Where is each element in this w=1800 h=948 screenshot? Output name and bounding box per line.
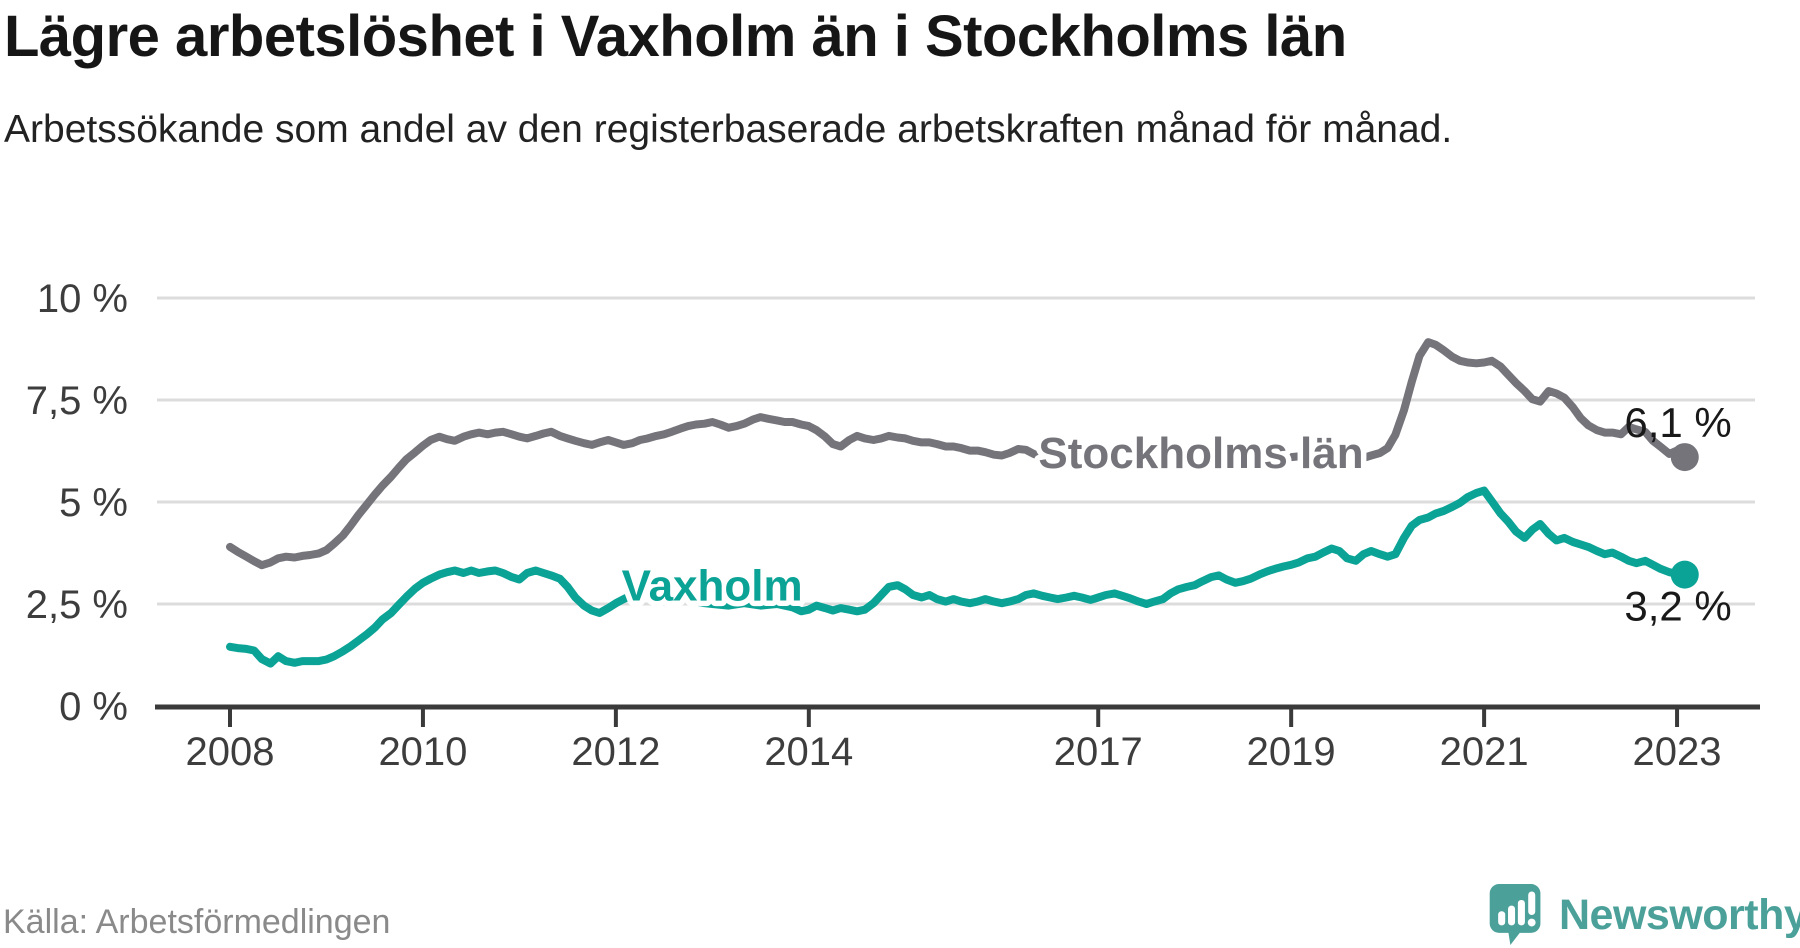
newsworthy-logo-icon	[1489, 884, 1541, 946]
series-label-vaxholm: Vaxholm	[622, 562, 803, 611]
x-tick-label: 2014	[764, 730, 853, 774]
series-line-vaxholm	[226, 486, 1689, 668]
page-title: Lägre arbetslöshet i Vaxholm än i Stockh…	[4, 4, 1347, 69]
y-tick-label: 2,5 %	[26, 583, 128, 627]
x-tick-label: 2017	[1054, 730, 1143, 774]
x-tick-label: 2010	[378, 730, 467, 774]
line-chart: 10 % 7,5 % 5 % 2,5 % 0 % 2008 2010 2012 2014 2017…	[26, 277, 1760, 774]
end-label-stockholm: 6,1 %	[1624, 399, 1731, 446]
end-dot-vaxholm	[1670, 560, 1699, 589]
y-tick-label: 5 %	[59, 481, 128, 525]
y-tick-label: 0 %	[59, 685, 128, 729]
newsworthy-logo-text: Newsworthy	[1559, 890, 1800, 939]
x-tick-label: 2023	[1633, 730, 1722, 774]
series-label-stockholm: Stockholms län	[1038, 429, 1363, 478]
end-label-vaxholm: 3,2 %	[1624, 583, 1731, 630]
x-axis	[155, 704, 1760, 727]
chart-subtitle: Arbetssökande som andel av den registerb…	[4, 108, 1453, 151]
y-tick-label: 7,5 %	[26, 379, 128, 423]
source-note: Källa: Arbetsförmedlingen	[3, 903, 391, 941]
x-tick-label: 2008	[186, 730, 275, 774]
x-tick-label: 2019	[1247, 730, 1336, 774]
newsworthy-logo: Newsworthy	[1489, 884, 1800, 946]
y-axis-labels: 10 % 7,5 % 5 % 2,5 % 0 %	[26, 277, 128, 729]
end-dot-stockholm	[1670, 443, 1699, 472]
series-line-stockholm	[226, 338, 1689, 570]
y-tick-label: 10 %	[37, 277, 128, 321]
x-tick-label: 2021	[1440, 730, 1529, 774]
x-axis-labels: 2008 2010 2012 2014 2017 2019 2021 2023	[186, 730, 1722, 774]
x-tick-label: 2012	[571, 730, 660, 774]
